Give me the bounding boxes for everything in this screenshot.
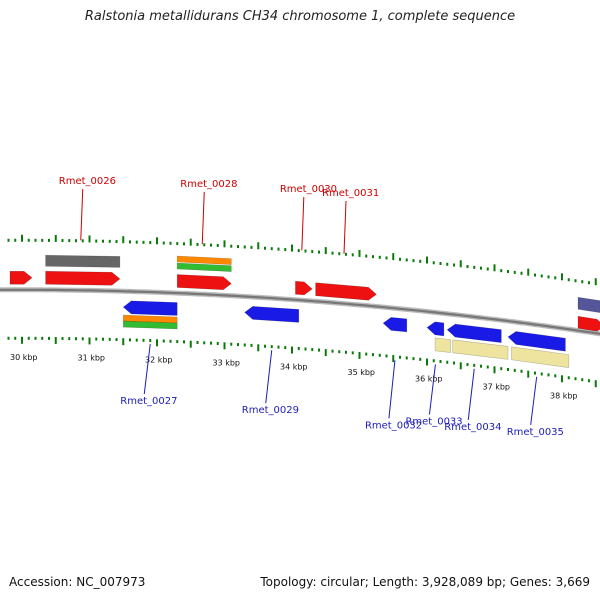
sequence-summary: Topology: circular; Length: 3,928,089 bp…	[260, 575, 590, 589]
misc-feature-pale	[452, 339, 509, 360]
gene-label-Rmet_0034: Rmet_0034	[444, 422, 501, 433]
label-leader	[265, 350, 273, 404]
gene-label-Rmet_0029: Rmet_0029	[242, 405, 299, 416]
tick-row-bottom	[7, 336, 597, 388]
gene-arrow-Rmet_0035	[507, 331, 566, 352]
gene-arrow-Rmet_0026	[45, 270, 121, 286]
gene-label-Rmet_0027: Rmet_0027	[120, 396, 177, 407]
gene-track	[9, 270, 600, 352]
scale-label-32: 32 kbp	[145, 355, 173, 364]
scale-label-34: 34 kbp	[280, 363, 308, 372]
gene-label-Rmet_0032: Rmet_0032	[365, 420, 422, 431]
label-leader	[301, 196, 305, 251]
gene-arrow-Rmet_0029	[244, 306, 300, 323]
backbone-line	[0, 287, 600, 337]
misc-feature-purple	[577, 296, 600, 313]
label-leader	[343, 200, 347, 254]
scale-label-35: 35 kbp	[348, 368, 376, 377]
scale-label-30: 30 kbp	[10, 353, 38, 362]
gene-arrow-Rmet_0028	[176, 274, 232, 291]
gene-arrow-partial	[577, 315, 600, 332]
scale-label-36: 36 kbp	[415, 375, 443, 384]
feature-track-misc	[45, 254, 600, 368]
misc-feature-pale	[434, 337, 451, 353]
scale-label-38: 38 kbp	[550, 391, 578, 400]
misc-feature-grey	[45, 254, 121, 268]
dna-backbone	[0, 287, 600, 337]
gene-arrow-Rmet_0027	[122, 300, 178, 316]
gene-arrow-Rmet_0030	[295, 280, 313, 296]
backbone-core	[0, 288, 600, 335]
gene-label-Rmet_0033: Rmet_0033	[405, 416, 462, 427]
misc-feature-pale	[511, 346, 570, 368]
label-leader	[80, 188, 84, 241]
gene-label-Rmet_0026: Rmet_0026	[59, 176, 116, 187]
label-leader	[388, 360, 396, 419]
gene-arrow-Rmet_0032	[382, 317, 408, 333]
gene-arrow-Rmet_0031	[315, 282, 377, 301]
misc-feature-orange	[176, 255, 232, 265]
scale-label-37: 37 kbp	[483, 382, 511, 391]
label-leader	[201, 191, 205, 245]
accession-text: Accession: NC_007973	[9, 575, 146, 589]
label-leader	[530, 376, 538, 425]
scale-label-31: 31 kbp	[78, 353, 106, 362]
label-leader	[467, 368, 475, 420]
gene-label-Rmet_0035: Rmet_0035	[507, 427, 564, 438]
scale-label-33: 33 kbp	[213, 358, 241, 367]
gene-label-Rmet_0030: Rmet_0030	[280, 184, 337, 195]
gene-arrow-Rmet_0034	[446, 323, 502, 343]
gene-label-Rmet_0028: Rmet_0028	[180, 179, 237, 190]
label-leader	[428, 364, 436, 415]
map-title: Ralstonia metallidurans CH34 chromosome …	[84, 9, 516, 24]
tick-row-top	[7, 234, 597, 286]
misc-feature-green	[176, 262, 232, 272]
gene-arrow-Rmet_0033	[426, 321, 445, 337]
gene-arrow-partial	[9, 270, 33, 285]
label-leader	[143, 343, 151, 395]
scale-labels: 30 kbp 31 kbp 32 kbp 33 kbp 34 kbp 35 kbp 36 k…	[10, 353, 578, 401]
misc-feature-green	[123, 320, 178, 330]
gene-label-Rmet_0031: Rmet_0031	[322, 188, 379, 199]
